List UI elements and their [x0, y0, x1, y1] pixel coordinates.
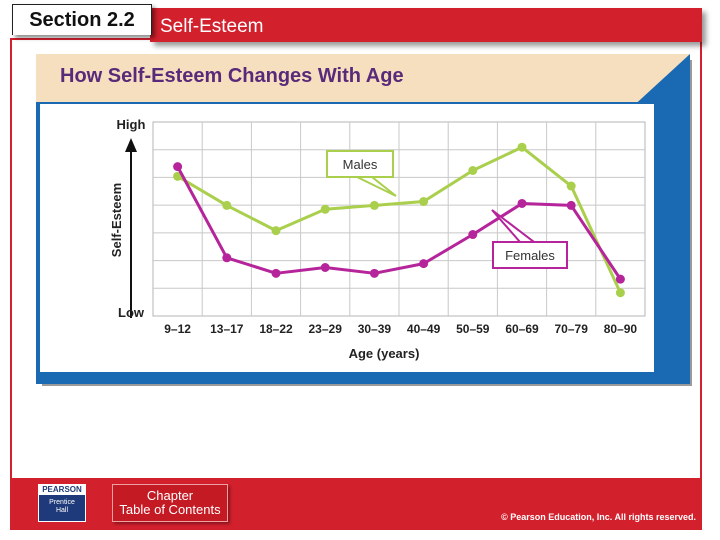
x-tick-label: 18–22 — [259, 322, 293, 336]
x-tick-label: 13–17 — [210, 322, 244, 336]
y-axis: High Low Self-Esteem — [109, 117, 145, 320]
pearson-logo: PEARSON Prentice Hall — [38, 484, 86, 522]
legend-callouts: Males Females — [326, 150, 568, 269]
data-point-females — [173, 162, 183, 172]
data-point-females — [369, 268, 379, 278]
x-tick-label: 23–29 — [309, 322, 343, 336]
y-low-label: Low — [118, 305, 145, 320]
x-tick-label: 50–59 — [456, 322, 490, 336]
data-point-males — [369, 200, 379, 210]
figure-title: How Self-Esteem Changes With Age — [60, 65, 404, 87]
series-line-females — [176, 165, 622, 280]
data-point-females — [566, 200, 576, 210]
y-high-label: High — [117, 117, 146, 132]
x-tick-label: 70–79 — [555, 322, 589, 336]
data-point-males — [468, 166, 478, 175]
data-point-females — [517, 198, 527, 208]
y-axis-label: Self-Esteem — [109, 183, 124, 257]
callout-box-males — [326, 150, 394, 178]
x-tick-label: 9–12 — [164, 322, 191, 336]
figure-title-band — [36, 54, 690, 102]
legend-label-females: Females — [505, 248, 555, 263]
x-tick-label: 40–49 — [407, 322, 441, 336]
toc-line-2: Table of Contents — [119, 502, 221, 517]
data-point-females — [271, 268, 281, 278]
x-tick-label: 60–69 — [505, 322, 539, 336]
data-point-females — [468, 230, 478, 240]
copyright: © Pearson Education, Inc. All rights res… — [501, 512, 696, 522]
pearson-logo-text: PEARSON — [39, 485, 85, 495]
series-line-males — [176, 145, 622, 294]
callout-box-females — [492, 241, 568, 269]
legend-label-males: Males — [343, 157, 378, 172]
data-point-females — [222, 253, 232, 263]
section-label: Section 2.2 — [12, 4, 152, 35]
x-axis-label: Age (years) — [349, 346, 420, 361]
hall-label: Hall — [55, 507, 69, 514]
toc-line-1: Chapter — [146, 488, 194, 503]
x-tick-labels: 9–12 13–17 18–22 23–29 30–39 40–49 50–59 60–69 7… — [164, 322, 637, 336]
data-point-males — [222, 200, 232, 210]
y-axis-arrow-icon — [125, 138, 137, 152]
grid — [152, 121, 646, 317]
slide-title: Self-Esteem — [160, 16, 264, 37]
header-bar: Self-Esteem — [150, 8, 702, 42]
data-point-males — [419, 197, 429, 207]
data-point-males — [271, 226, 281, 236]
x-tick-label: 80–90 — [604, 322, 638, 336]
data-point-females — [320, 263, 330, 272]
series — [173, 142, 625, 298]
x-tick-label: 30–39 — [358, 322, 392, 336]
data-point-males — [320, 204, 330, 214]
data-point-males — [566, 181, 576, 191]
data-point-females — [615, 274, 625, 284]
data-point-females — [419, 259, 429, 269]
prentice-label: Prentice — [49, 499, 75, 506]
data-point-males — [615, 288, 625, 298]
chapter-toc-button[interactable]: Chapter Table of Contents — [112, 484, 228, 522]
data-point-males — [517, 142, 527, 152]
data-point-males — [173, 171, 183, 181]
